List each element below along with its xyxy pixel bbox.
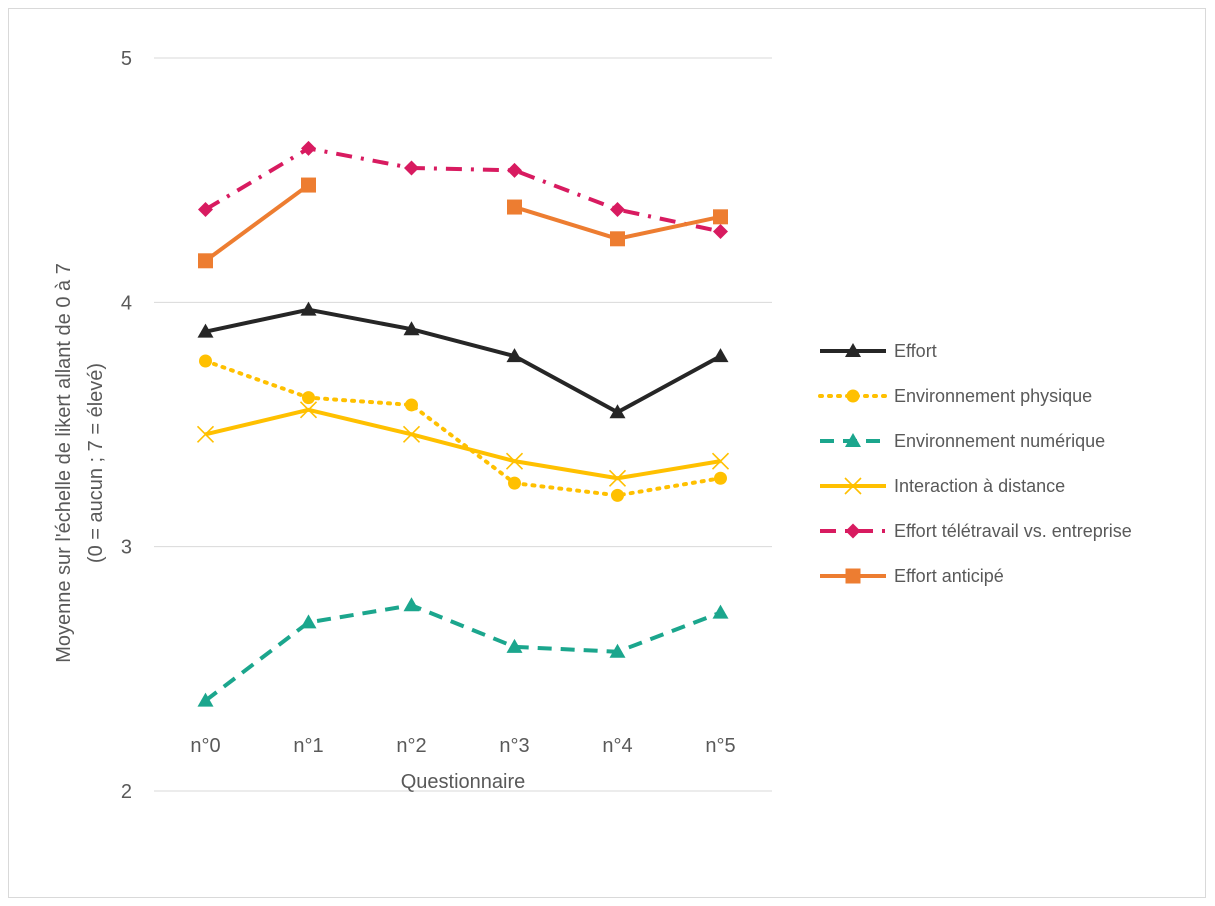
y-tick-labels: 2 3 4 5 <box>121 48 132 803</box>
data-point <box>507 199 522 215</box>
legend-label: Environnement physique <box>894 386 1092 406</box>
x-tick-label: n°4 <box>602 735 632 757</box>
data-point <box>713 223 728 239</box>
series-line <box>204 183 310 263</box>
data-point <box>610 201 625 217</box>
series-1 <box>199 354 727 502</box>
data-point <box>507 162 522 178</box>
x-tick-labels: n°0 n°1 n°2 n°3 n°4 n°5 <box>190 735 735 757</box>
y-tick-label: 4 <box>121 292 132 314</box>
series-line <box>203 358 723 498</box>
x-tick-label: n°5 <box>705 735 735 757</box>
data-point <box>402 425 421 443</box>
legend-marker <box>845 523 861 539</box>
data-point <box>714 471 727 485</box>
legend-marker <box>846 389 860 403</box>
series-3 <box>196 401 730 487</box>
data-point <box>198 253 213 269</box>
legend-label: Interaction à distance <box>894 476 1065 496</box>
y-tick-label: 3 <box>121 537 132 559</box>
legend-item: Effort anticipé <box>820 566 1004 586</box>
y-tick-label: 5 <box>121 48 132 70</box>
series-line <box>205 407 721 481</box>
data-point <box>506 638 523 653</box>
legend-marker <box>845 568 861 584</box>
data-point <box>403 321 420 336</box>
series-4 <box>198 140 728 239</box>
legend-item: Effort télétravail vs. entreprise <box>820 521 1132 541</box>
data-point <box>199 354 212 368</box>
data-point <box>610 231 625 247</box>
data-point <box>197 323 214 338</box>
legend-item: Interaction à distance <box>820 476 1065 496</box>
gridlines <box>154 57 772 792</box>
data-point <box>608 469 627 487</box>
series-0 <box>197 301 729 419</box>
legend-label: Effort <box>894 341 937 361</box>
y-axis-title-group: Moyenne sur l'échelle de likert allant d… <box>53 263 107 663</box>
series-group <box>196 140 730 707</box>
series-2 <box>197 597 729 707</box>
legend-marker <box>845 343 861 357</box>
x-tick-label: n°3 <box>499 735 529 757</box>
data-point <box>404 160 419 176</box>
x-tick-label: n°0 <box>190 735 220 757</box>
marker-stroke <box>608 469 627 487</box>
data-point <box>405 398 418 412</box>
legend-item: Environnement physique <box>818 386 1092 406</box>
series-line <box>204 146 721 234</box>
series-line <box>205 307 722 415</box>
y-tick-label: 2 <box>121 781 132 803</box>
y-axis-title-line1: Moyenne sur l'échelle de likert allant d… <box>53 263 75 663</box>
x-tick-label: n°2 <box>396 735 426 757</box>
series-5 <box>198 177 728 269</box>
legend-item: Effort <box>820 341 937 361</box>
data-point <box>611 488 624 502</box>
marker-stroke <box>505 452 524 470</box>
marker-stroke <box>196 425 215 443</box>
marker-stroke <box>844 477 862 495</box>
data-point <box>300 301 317 316</box>
x-axis-title: Questionnaire <box>401 771 526 793</box>
legend-label: Effort anticipé <box>894 566 1004 586</box>
data-point <box>301 177 316 193</box>
y-axis-title-line2: (0 = aucun ; 7 = élevé) <box>85 363 107 563</box>
chart-frame <box>8 8 1206 898</box>
marker-stroke <box>711 452 730 470</box>
data-point <box>713 209 728 225</box>
legend-marker <box>844 477 862 495</box>
x-tick-label: n°1 <box>293 735 323 757</box>
series-line <box>204 603 722 703</box>
data-point <box>712 348 729 363</box>
legend-item: Environnement numérique <box>820 431 1105 451</box>
data-point <box>197 692 214 707</box>
legend-label: Environnement numérique <box>894 431 1105 451</box>
data-point <box>609 404 626 419</box>
data-point <box>505 452 524 470</box>
legend: Effort Environnement physique Environnemen… <box>818 341 1132 586</box>
data-point <box>300 614 317 629</box>
data-point <box>302 391 315 405</box>
data-point <box>196 425 215 443</box>
data-point <box>712 604 729 619</box>
data-point <box>301 140 316 156</box>
data-point <box>711 452 730 470</box>
data-point <box>506 348 523 363</box>
data-point <box>198 201 213 217</box>
marker-stroke <box>402 425 421 443</box>
legend-marker <box>845 433 861 447</box>
data-point <box>299 401 318 419</box>
legend-label: Effort télétravail vs. entreprise <box>894 521 1132 541</box>
data-point <box>508 476 521 490</box>
marker-stroke <box>299 401 318 419</box>
data-point <box>403 597 420 612</box>
data-point <box>609 643 626 658</box>
